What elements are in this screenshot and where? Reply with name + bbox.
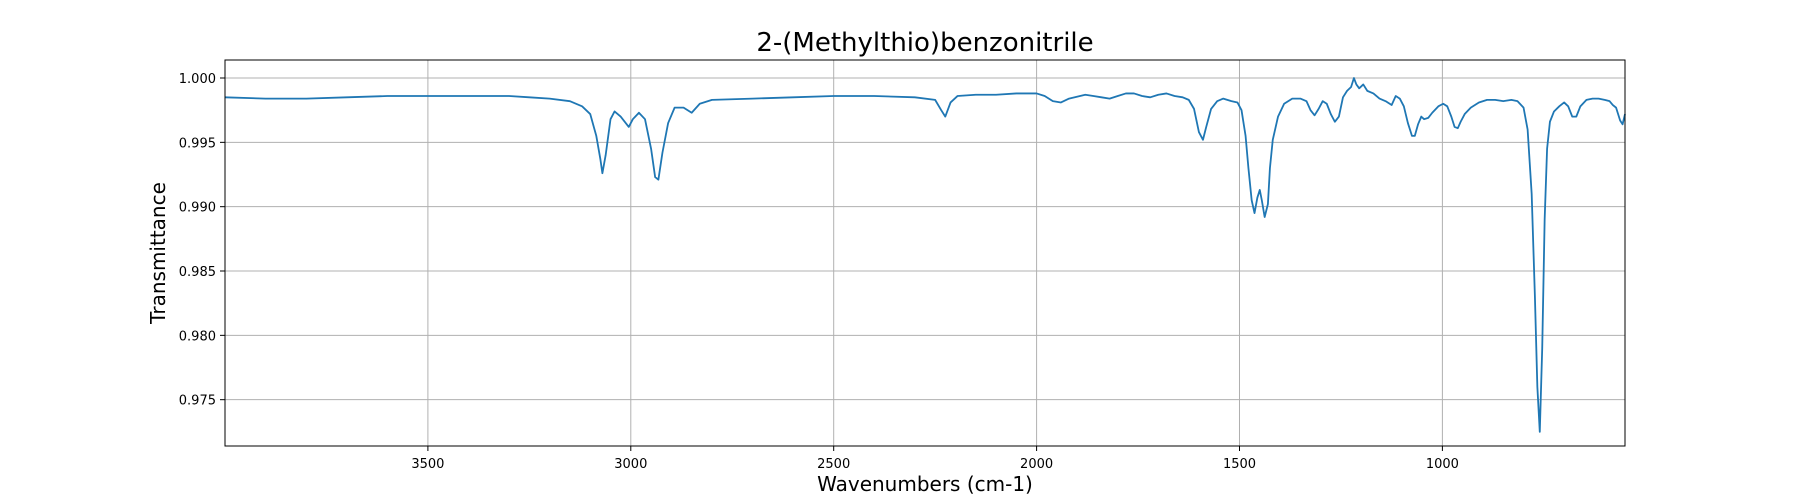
x-tick-label: 3500 [411, 457, 444, 472]
x-tick-label: 1500 [1223, 457, 1256, 472]
y-axis-label: Transmittance [146, 182, 170, 325]
y-tick-label: 0.975 [179, 394, 216, 409]
x-tick-label: 2500 [817, 457, 850, 472]
y-tick-label: 0.995 [179, 136, 216, 151]
x-tick-label: 3000 [614, 457, 647, 472]
chart-title: 2-(Methylthio)benzonitrile [756, 28, 1093, 58]
plot-frame [224, 59, 1626, 447]
spectrum-line [224, 77, 1626, 433]
y-tick-label: 0.985 [179, 265, 216, 280]
ticks: 3500 3000 2500 2000 1500 1000 0.975 0.980 0.985 0… [179, 72, 1459, 472]
series-layer [224, 77, 1626, 433]
grid [225, 60, 1625, 446]
x-axis-label: Wavenumbers (cm-1) [817, 472, 1033, 496]
x-tick-label: 1000 [1426, 457, 1459, 472]
y-tick-label: 1.000 [179, 72, 216, 87]
y-tick-label: 0.990 [179, 201, 216, 216]
y-tick-label: 0.980 [179, 329, 216, 344]
x-tick-label: 2000 [1020, 457, 1053, 472]
